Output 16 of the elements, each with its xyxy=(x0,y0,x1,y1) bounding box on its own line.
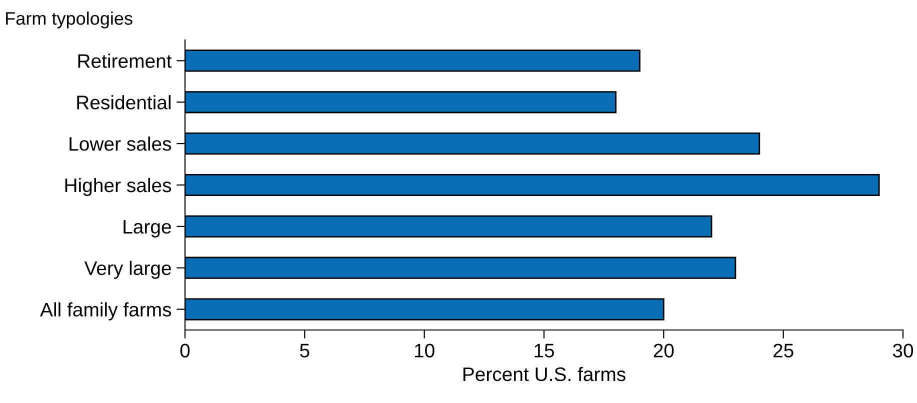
x-tick-label: 25 xyxy=(774,344,794,358)
x-tick-label: 0 xyxy=(180,344,190,358)
y-tick-label: Residential xyxy=(77,95,171,110)
y-tick-label: Large xyxy=(124,220,171,238)
y-tick-label: Lower sales xyxy=(70,136,172,151)
y-axis-title: Farm typologies xyxy=(6,12,132,28)
y-tick-label: Higher sales xyxy=(65,178,172,196)
y-tick-label: All family farms xyxy=(40,302,172,320)
x-tick-label: 20 xyxy=(654,344,674,358)
y-tick-label: Very large xyxy=(84,260,171,279)
x-tick-label: 30 xyxy=(892,344,914,358)
x-axis-title: Percent U.S. farms xyxy=(463,366,626,382)
x-tick-label: 10 xyxy=(415,344,434,358)
x-tick-label: 15 xyxy=(534,344,554,358)
x-tick-label: 5 xyxy=(300,344,310,358)
y-tick-label: Retirement xyxy=(78,54,172,68)
